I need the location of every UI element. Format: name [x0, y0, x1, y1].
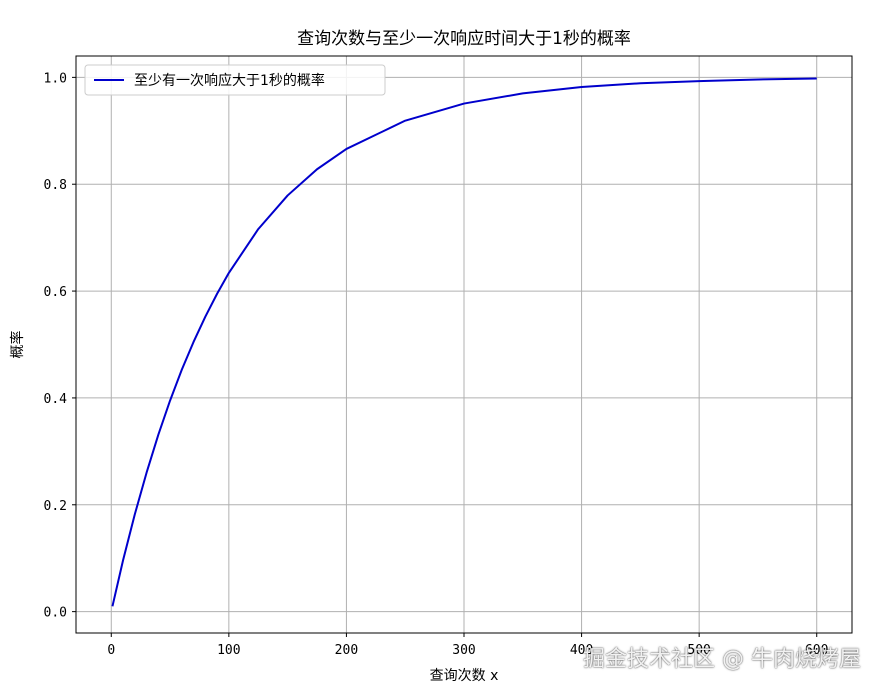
x-axis: 0 100 200 300 400 500 600 [107, 633, 828, 658]
y-axis-label: 概率 [9, 331, 26, 359]
x-tick-label: 100 [217, 643, 240, 658]
y-tick-label: 0.8 [44, 178, 67, 193]
legend-box [84, 64, 386, 96]
x-axis-label: 查询次数 x [430, 668, 499, 684]
x-tick-label: 400 [570, 643, 593, 658]
x-tick-label: 0 [107, 643, 115, 658]
grid [76, 56, 852, 633]
x-tick-label: 500 [687, 643, 710, 658]
x-tick-label: 600 [805, 643, 828, 658]
y-tick-label: 1.0 [44, 71, 67, 86]
legend: 至少有一次响应大于1秒的概率 [84, 64, 386, 96]
series-line [111, 77, 817, 607]
legend-label: 至少有一次响应大于1秒的概率 [134, 72, 325, 89]
y-tick-label: 0.4 [44, 392, 68, 407]
chart-title: 查询次数与至少一次响应时间大于1秒的概率 [297, 29, 631, 49]
x-tick-label: 300 [452, 643, 475, 658]
series-layer [111, 77, 817, 607]
x-tick-label: 200 [335, 643, 358, 658]
y-tick-label: 0.2 [44, 499, 67, 514]
y-tick-label: 0.0 [44, 606, 67, 621]
watermark: 掘金技术社区 @ 牛肉烧烤屋 [583, 647, 861, 672]
y-tick-label: 0.6 [44, 285, 67, 300]
y-axis: 0.0 0.2 0.4 0.6 0.8 1.0 [44, 71, 76, 621]
